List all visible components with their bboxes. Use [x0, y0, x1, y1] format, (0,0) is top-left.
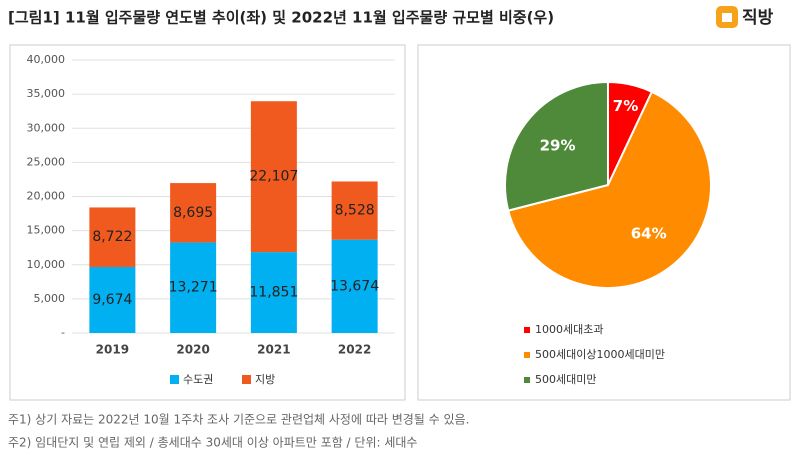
bar: [170, 242, 217, 333]
y-tick-label: -: [61, 326, 65, 339]
legend-label: 지방: [255, 373, 275, 386]
data-label: 8,528: [335, 203, 375, 219]
x-tick-label: 2022: [338, 343, 371, 357]
y-tick-label: 5,000: [34, 292, 66, 305]
logo-text: 직방: [742, 8, 774, 28]
y-tick-label: 40,000: [27, 53, 66, 66]
left-panel: [9, 44, 406, 401]
data-label: 13,674: [330, 278, 379, 294]
y-tick-label: 25,000: [27, 155, 66, 168]
bar: [170, 183, 217, 243]
x-tick-label: 2019: [96, 343, 129, 357]
title: [그림1] 11월 입주물량 연도별 추이(좌) 및 2022년 11월 입주물…: [8, 9, 554, 27]
bar: [89, 207, 136, 267]
legend-swatch: [170, 375, 179, 384]
right-panel: [417, 44, 791, 401]
data-label: 8,722: [92, 229, 132, 245]
data-label: 13,271: [169, 280, 218, 296]
data-label: 64%: [631, 225, 667, 243]
x-tick-label: 2021: [257, 343, 290, 357]
legend-swatch: [524, 377, 530, 383]
legend-label: 500세대이상1000세대미만: [535, 348, 665, 361]
logo-icon-house: [722, 13, 732, 22]
data-label: 9,674: [92, 292, 132, 308]
bar: [250, 252, 297, 333]
bar: [89, 266, 136, 333]
pie-slice: [507, 90, 712, 289]
legend-label: 500세대미만: [535, 373, 596, 386]
legend-swatch: [242, 375, 251, 384]
legend-label: 1000세대초과: [535, 323, 603, 336]
data-label: 11,851: [249, 285, 298, 301]
y-tick-label: 35,000: [27, 87, 66, 100]
legend-swatch: [524, 352, 530, 358]
bar: [250, 101, 297, 253]
y-tick-label: 20,000: [27, 190, 66, 203]
data-label: 29%: [540, 136, 576, 154]
legend-swatch: [524, 327, 530, 333]
data-label: 7%: [613, 97, 638, 115]
note: 주2) 임대단지 및 연립 제외 / 총세대수 30세대 이상 아파트만 포함 …: [8, 436, 417, 450]
bar: [331, 239, 378, 333]
note: 주1) 상기 자료는 2022년 10월 1주차 조사 기준으로 관련업체 사정…: [8, 413, 469, 427]
bar: [331, 181, 378, 240]
pie-slice: [504, 80, 609, 212]
data-label: 8,695: [173, 205, 213, 221]
x-tick-label: 2020: [176, 343, 209, 357]
data-label: 22,107: [249, 169, 298, 185]
y-tick-label: 15,000: [27, 224, 66, 237]
y-tick-label: 10,000: [27, 258, 66, 271]
legend-label: 수도권: [183, 373, 213, 386]
y-tick-label: 30,000: [27, 121, 66, 134]
